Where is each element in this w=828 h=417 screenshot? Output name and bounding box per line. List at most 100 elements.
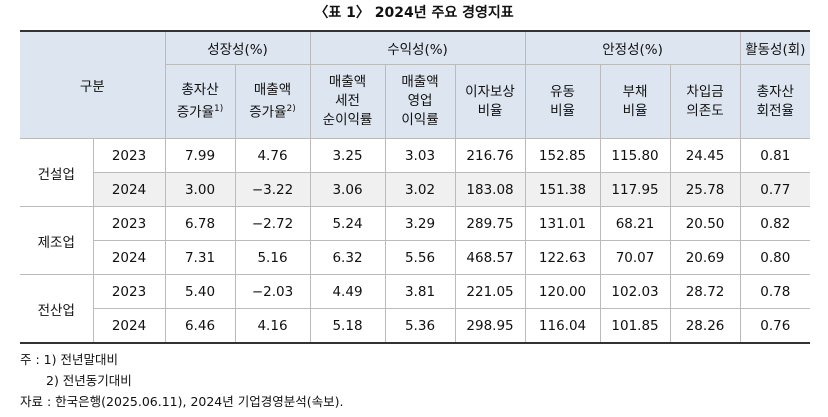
header-row: 총자산 증가율1) 매출액 증가율2) 매출액 세전 순이익률 매출액 영업 이익률 이자보상 비율 유… <box>20 64 811 139</box>
value-cell: 3.06 <box>309 172 386 207</box>
value-cell: 116.04 <box>524 308 601 344</box>
header-line: 매출액 <box>401 74 439 90</box>
value-cell: 7.99 <box>164 138 236 173</box>
header-line: 비율 <box>622 102 648 119</box>
sector-label: 제조업 <box>20 206 94 275</box>
value-cell: 298.95 <box>454 308 526 344</box>
corner-header: 구분 <box>20 30 166 139</box>
note-text: 1) 전년말대비 <box>43 352 118 367</box>
value-cell: 183.08 <box>454 172 526 207</box>
note-text: 2) 전년동기대비 <box>46 373 132 388</box>
value-cell: 5.36 <box>384 308 456 344</box>
data-row: 전산업 2023 5.40 −2.03 4.49 3.81 221.05 120.00 102.… <box>20 274 811 344</box>
value-cell: 7.31 <box>164 240 236 275</box>
header-line: 비율 <box>477 102 503 119</box>
indicator-table: 구분 성장성(%) 수익성(%) 안정성(%) 활동성(회) 총자산 증가율1) 매출액 증가율… <box>20 30 811 344</box>
source-label: 자료 : <box>20 394 52 409</box>
header-line: 증가율 <box>176 104 214 121</box>
year-cell: 2024 <box>92 308 166 344</box>
header-line: 부채 <box>622 83 648 100</box>
value-cell: 216.76 <box>454 138 526 173</box>
value-cell: 68.21 <box>599 206 671 241</box>
value-cell: 4.16 <box>234 308 311 344</box>
value-cell: 70.07 <box>599 240 671 275</box>
data-row: 2024 7.31 5.16 6.32 5.56 468.57 122.63 70.07 20.… <box>20 240 811 275</box>
header-line: 비율 <box>550 102 575 119</box>
value-cell: 4.49 <box>309 274 386 309</box>
header-line: 세전 <box>335 93 360 109</box>
data-row: 제조업 2023 6.78 −2.72 5.24 3.29 289.75 131.01 68.2… <box>20 206 811 275</box>
value-cell: 101.85 <box>599 308 671 344</box>
value-cell: 5.40 <box>164 274 236 309</box>
value-cell: 120.00 <box>524 274 601 309</box>
value-cell: 102.03 <box>599 274 671 309</box>
value-cell: 3.81 <box>384 274 456 309</box>
header-line: 의존도 <box>686 102 724 119</box>
value-cell: 3.00 <box>164 172 236 207</box>
group-header: 안정성(%) <box>524 30 741 65</box>
source-text: 한국은행(2025.06.11), 2024년 기업경영분석(속보). <box>55 394 344 409</box>
value-cell: 0.81 <box>739 138 811 173</box>
value-cell: 5.24 <box>309 206 386 241</box>
value-cell: 289.75 <box>454 206 526 241</box>
value-cell: 20.50 <box>669 206 741 241</box>
year-cell: 2023 <box>92 138 166 173</box>
footnote-mark: 2) <box>286 103 296 114</box>
value-cell: 28.26 <box>669 308 741 344</box>
value-cell: 0.82 <box>739 206 811 241</box>
data-row: 2024 3.00 −3.22 3.06 3.02 183.08 151.38 117.95 2… <box>20 172 811 207</box>
header-line: 증가율 <box>249 104 287 121</box>
value-cell: 115.80 <box>599 138 671 173</box>
year-cell: 2024 <box>92 172 166 207</box>
value-cell: 6.46 <box>164 308 236 344</box>
note-line: 주 : 1) 전년말대비 <box>20 349 343 370</box>
value-cell: 0.78 <box>739 274 811 309</box>
group-header: 성장성(%) <box>164 30 311 65</box>
column-header: 차입금 의존도 <box>669 64 741 139</box>
value-cell: 3.25 <box>309 138 386 173</box>
value-cell: 5.16 <box>234 240 311 275</box>
value-cell: 20.69 <box>669 240 741 275</box>
value-cell: 4.76 <box>234 138 311 173</box>
value-cell: 3.02 <box>384 172 456 207</box>
value-cell: 468.57 <box>454 240 526 275</box>
value-cell: 6.32 <box>309 240 386 275</box>
value-cell: −2.03 <box>234 274 311 309</box>
year-cell: 2024 <box>92 240 166 275</box>
header-line: 매출액 <box>328 74 367 90</box>
table-head: 구분 성장성(%) 수익성(%) 안정성(%) 활동성(회) 총자산 증가율1) 매출액 증가율… <box>20 30 811 139</box>
data-row: 2024 6.46 4.16 5.18 5.36 298.95 116.04 101.85 28… <box>20 308 811 344</box>
header-line: 매출액 <box>253 81 292 98</box>
header-line: 이익률 <box>401 112 439 128</box>
value-cell: 0.77 <box>739 172 811 207</box>
header-line: 이자보상 <box>465 83 515 100</box>
header-line: 순이익률 <box>322 112 373 128</box>
note-label: 주 : <box>20 352 40 367</box>
header-line: 유동 <box>550 83 575 100</box>
column-header: 총자산 회전율 <box>739 64 811 139</box>
value-cell: 3.29 <box>384 206 456 241</box>
value-cell: 152.85 <box>524 138 601 173</box>
value-cell: −3.22 <box>234 172 311 207</box>
value-cell: 117.95 <box>599 172 671 207</box>
value-cell: 151.38 <box>524 172 601 207</box>
header-line: 총자산 <box>756 83 794 100</box>
table-title: 〈표 1〉 2024년 주요 경영지표 <box>314 5 514 21</box>
header-line: 영업 <box>407 93 433 109</box>
value-cell: 28.72 <box>669 274 741 309</box>
source-line: 자료 : 한국은행(2025.06.11), 2024년 기업경영분석(속보). <box>20 391 343 412</box>
sector-label: 건설업 <box>20 138 94 207</box>
footnote-mark: 1) <box>214 103 224 114</box>
group-header: 수익성(%) <box>309 30 526 65</box>
year-cell: 2023 <box>92 206 166 241</box>
value-cell: 3.03 <box>384 138 456 173</box>
value-cell: 25.78 <box>669 172 741 207</box>
